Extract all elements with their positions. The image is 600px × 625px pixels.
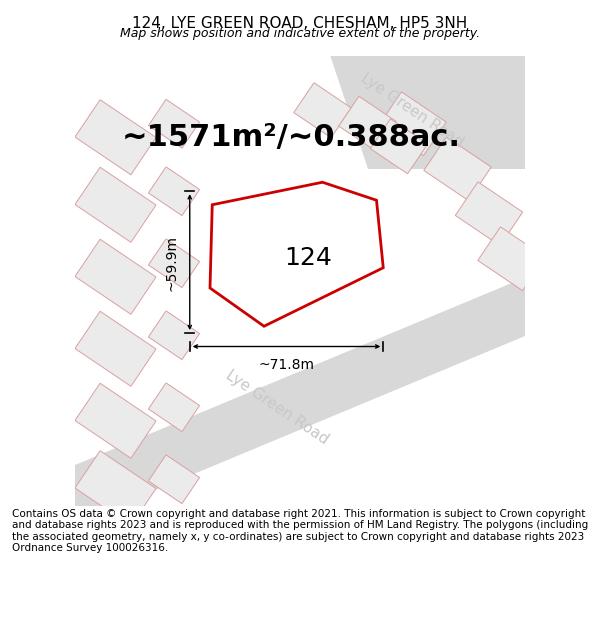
Polygon shape: [75, 100, 156, 175]
Polygon shape: [75, 383, 156, 458]
Text: ~59.9m: ~59.9m: [165, 235, 179, 291]
Text: Contains OS data © Crown copyright and database right 2021. This information is : Contains OS data © Crown copyright and d…: [12, 509, 588, 553]
Polygon shape: [424, 137, 491, 201]
Polygon shape: [294, 82, 351, 138]
Polygon shape: [379, 92, 446, 156]
Text: 124, LYE GREEN ROAD, CHESHAM, HP5 3NH: 124, LYE GREEN ROAD, CHESHAM, HP5 3NH: [133, 16, 467, 31]
Polygon shape: [148, 167, 200, 216]
Text: ~71.8m: ~71.8m: [259, 357, 314, 372]
Polygon shape: [75, 451, 156, 526]
Text: Lye Green Road: Lye Green Road: [358, 71, 467, 150]
Polygon shape: [339, 96, 396, 151]
Text: Lye Green Road: Lye Green Road: [223, 368, 332, 447]
Polygon shape: [148, 311, 200, 359]
Text: Map shows position and indicative extent of the property.: Map shows position and indicative extent…: [120, 28, 480, 41]
Polygon shape: [75, 168, 156, 242]
Polygon shape: [30, 259, 570, 542]
Text: ~1571m²/~0.388ac.: ~1571m²/~0.388ac.: [121, 122, 461, 152]
Polygon shape: [478, 227, 545, 291]
Polygon shape: [370, 119, 428, 174]
Polygon shape: [148, 99, 200, 148]
Polygon shape: [75, 311, 156, 386]
Polygon shape: [455, 182, 523, 246]
Polygon shape: [148, 455, 200, 504]
Polygon shape: [148, 383, 200, 432]
Polygon shape: [75, 239, 156, 314]
Text: 124: 124: [284, 246, 332, 271]
Polygon shape: [323, 34, 570, 169]
Polygon shape: [148, 239, 200, 288]
